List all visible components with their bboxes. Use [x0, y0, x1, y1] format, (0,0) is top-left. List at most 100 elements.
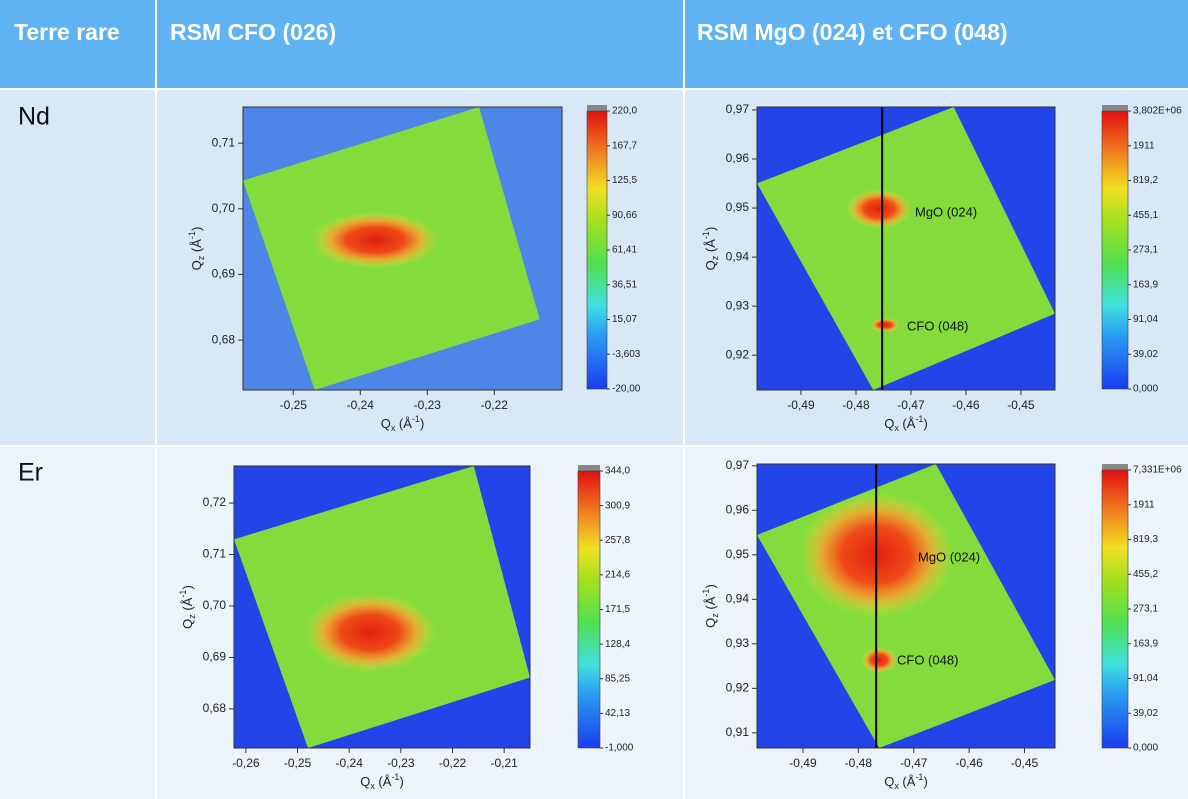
colorbar-label: 273,1	[1133, 245, 1158, 256]
label-part: Q	[884, 774, 894, 789]
x-tick-label: -0,23	[414, 398, 442, 412]
y-tick-label: 0,97	[726, 458, 750, 472]
y-tick-label: 0,68	[212, 332, 236, 346]
y-tick-label: 0,96	[726, 151, 750, 165]
x-tick-label: -0,22	[481, 398, 509, 412]
label-part: x	[894, 423, 899, 433]
label-part: )	[703, 227, 718, 231]
colorbar-label: 61,41	[612, 245, 637, 256]
y-tick-label: 0,71	[212, 135, 236, 149]
label-part: -1	[412, 414, 420, 424]
ylabel: Qz (Å-1)	[701, 584, 720, 628]
colorbar-label: 257,8	[605, 535, 630, 546]
colorbar-label: 85,25	[605, 673, 630, 684]
label-part: (Å	[189, 239, 204, 256]
colorbar-label: 819,3	[1133, 534, 1158, 545]
header-cell	[0, 0, 155, 88]
colorbar	[577, 470, 601, 749]
colorbar-label: -20,00	[612, 384, 641, 395]
y-tick-label: 0,96	[726, 502, 750, 516]
label-part: z	[187, 614, 197, 619]
y-tick-label: 0,92	[726, 347, 750, 361]
y-tick-label: 0,94	[726, 249, 750, 263]
colorbar-label: -3,603	[612, 349, 641, 360]
y-tick-label: 0,68	[203, 701, 227, 715]
label-part: z	[710, 255, 720, 260]
colorbar-cap	[578, 465, 600, 471]
colorbar-label: 1911	[1133, 499, 1155, 510]
cell	[0, 447, 155, 799]
header-cell	[157, 0, 683, 88]
y-tick-label: 0,95	[726, 200, 750, 214]
header-text: RSM MgO (024) et CFO (048)	[697, 19, 1008, 45]
label-part: -1	[187, 231, 197, 239]
y-tick-label: 0,70	[203, 598, 227, 612]
y-tick-label: 0,91	[726, 725, 750, 739]
cell	[0, 90, 155, 445]
label-part: )	[923, 416, 927, 431]
row-label: Er	[18, 459, 43, 487]
label-part: )	[420, 416, 424, 431]
intensity-peak	[311, 211, 440, 269]
label-part: )	[189, 227, 204, 231]
y-tick-label: 0,69	[212, 267, 236, 281]
peak-annotation: MgO (024)	[915, 204, 977, 219]
header-text: Terre rare	[14, 19, 120, 45]
y-tick-label: 0,92	[726, 681, 750, 695]
label-part: (Å	[703, 239, 718, 256]
intensity-peak	[305, 592, 436, 672]
colorbar-cap	[1102, 105, 1128, 111]
label-part: )	[180, 585, 195, 589]
peak-annotation: MgO (024)	[918, 549, 980, 564]
x-tick-label: -0,48	[842, 398, 870, 412]
colorbar-label: 3,802E+06	[1133, 106, 1182, 117]
x-tick-label: -0,24	[347, 398, 375, 412]
label-part: (Å	[395, 416, 412, 431]
label-part: Q	[180, 619, 195, 629]
colorbar-label: 819,2	[1133, 175, 1158, 186]
x-tick-label: -0,45	[1011, 756, 1039, 770]
colorbar-label: 1911	[1133, 140, 1155, 151]
y-tick-label: 0,70	[212, 201, 236, 215]
label-part: x	[391, 423, 396, 433]
map	[234, 466, 530, 748]
map	[757, 107, 1055, 390]
colorbar-label: 91,04	[1133, 314, 1158, 325]
x-tick-label: -0,46	[952, 398, 980, 412]
colorbar-cap	[1102, 464, 1128, 470]
colorbar-label: 220,0	[612, 106, 637, 117]
colorbar-label: 163,9	[1133, 279, 1158, 290]
label-part: )	[923, 774, 927, 789]
x-tick-label: -0,22	[439, 756, 467, 770]
colorbar-label: 15,07	[612, 314, 637, 325]
label-part: Q	[189, 260, 204, 270]
colorbar-label: 455,2	[1133, 569, 1158, 580]
colorbar-cap	[587, 105, 607, 111]
x-tick-label: -0,47	[897, 398, 925, 412]
colorbar-label: 91,04	[1133, 673, 1158, 684]
plot-frame	[242, 106, 563, 391]
x-tick-label: -0,49	[787, 398, 815, 412]
y-tick-label: 0,93	[726, 636, 750, 650]
x-tick-label: -0,25	[280, 398, 308, 412]
header-cell	[685, 0, 1188, 88]
label-part: z	[196, 255, 206, 260]
x-tick-label: -0,21	[490, 756, 518, 770]
colorbar-label: 171,5	[605, 604, 630, 615]
colorbar	[586, 110, 608, 390]
colorbar-label: 344,0	[605, 466, 630, 477]
label-part: (Å	[899, 416, 916, 431]
peak-annotation: CFO (048)	[907, 318, 968, 333]
colorbar-label: -1,000	[605, 743, 634, 754]
label-part: )	[703, 584, 718, 588]
y-tick-label: 0,94	[726, 591, 750, 605]
intensity-peak	[861, 647, 898, 673]
colorbar-label: 163,9	[1133, 638, 1158, 649]
colorbar-label: 7,331E+06	[1133, 465, 1182, 476]
label-part: Q	[703, 260, 718, 270]
label-part: Q	[360, 774, 370, 789]
y-tick-label: 0,95	[726, 547, 750, 561]
label-part: Q	[703, 618, 718, 628]
label-part: -1	[178, 590, 188, 598]
